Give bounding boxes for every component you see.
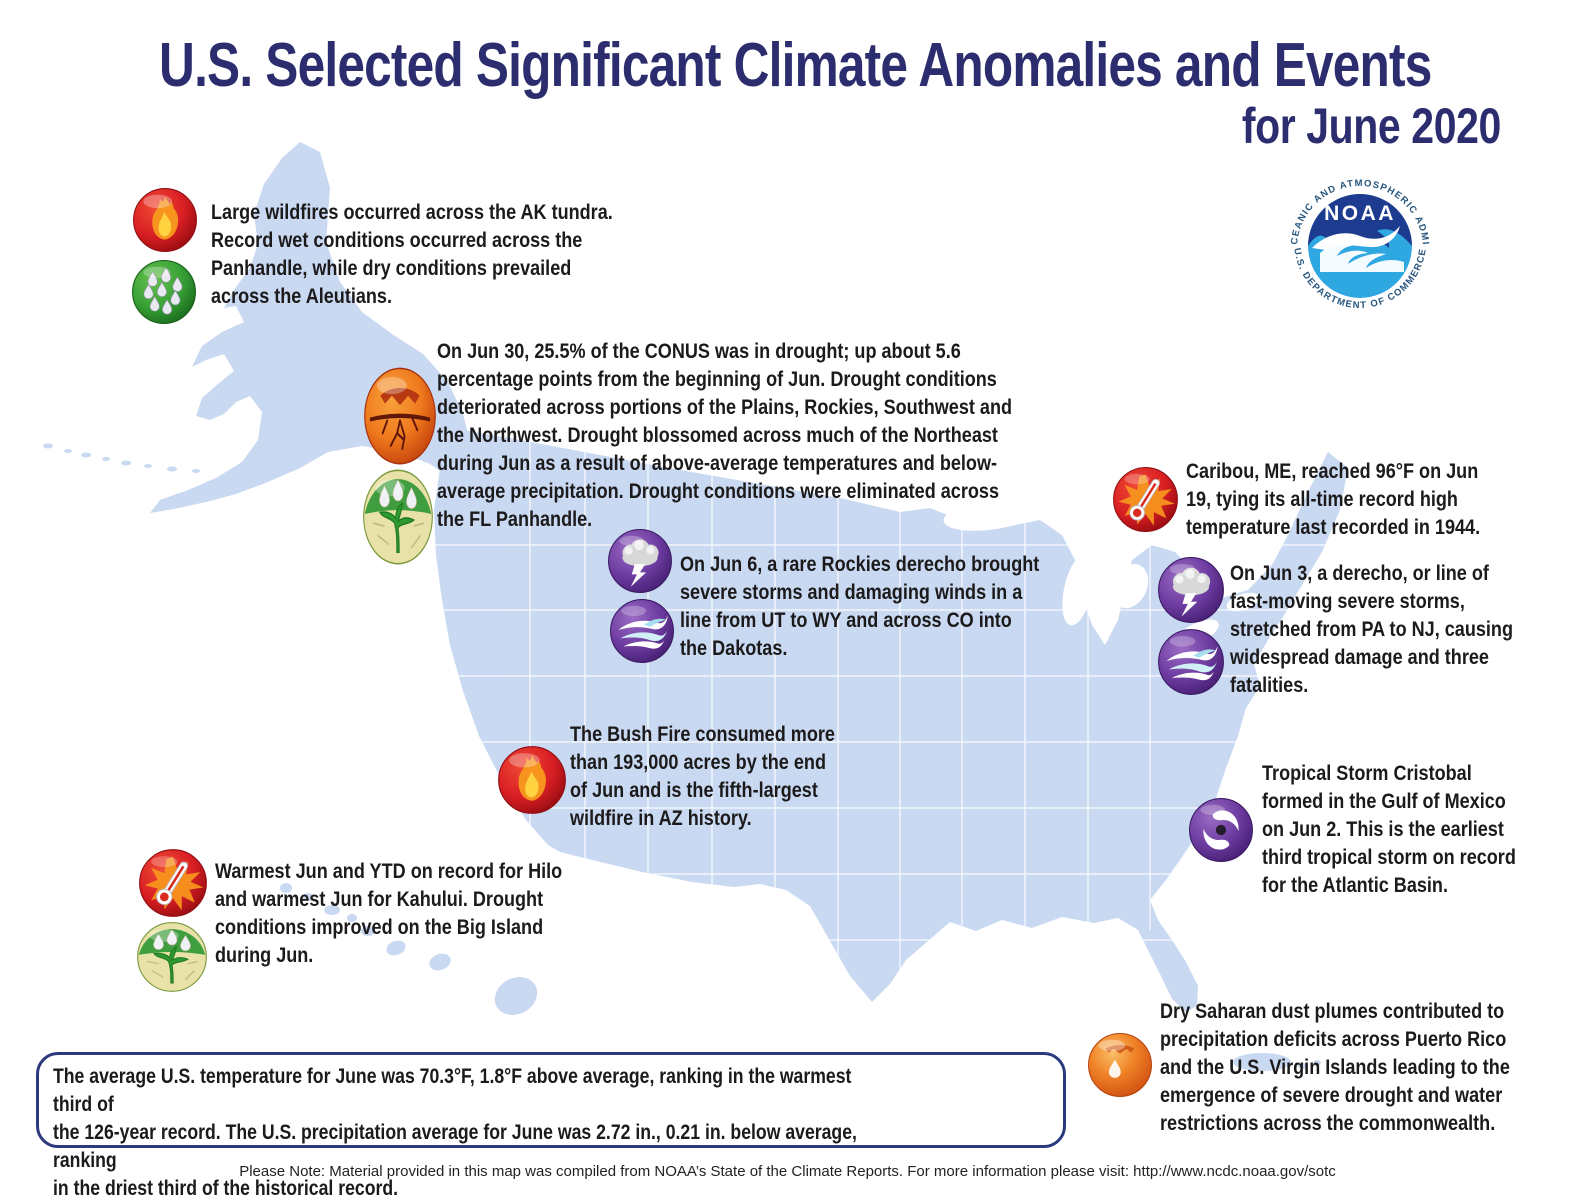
annotation-caribou-heat: Caribou, ME, reached 96°F on Jun 19, tyi… bbox=[1186, 460, 1481, 539]
annotation-bush-fire: The Bush Fire consumed more than 193,000… bbox=[570, 723, 835, 830]
drought-improvement-icon bbox=[362, 468, 434, 566]
record-heat-icon bbox=[138, 848, 208, 918]
great-lakes bbox=[943, 495, 1260, 649]
dry-icon bbox=[1087, 1032, 1153, 1098]
page-title-line1: U.S. Selected Significant Climate Anomal… bbox=[159, 31, 1432, 100]
wildfire-icon bbox=[132, 187, 198, 253]
drought-icon bbox=[363, 366, 437, 466]
annotation-saharan-dust: Dry Saharan dust plumes contributed to p… bbox=[1160, 1000, 1510, 1135]
annotation-hawaii: Warmest Jun and YTD on record for Hilo a… bbox=[215, 860, 563, 967]
page-subtitle: for June 2020 bbox=[1185, 97, 1501, 155]
wind-icon bbox=[1157, 628, 1225, 696]
footer-note: Please Note: Material provided in this m… bbox=[239, 1163, 1336, 1180]
annotation-alaska: Large wildfires occurred across the AK t… bbox=[211, 201, 613, 308]
annotation-rockies-derecho: On Jun 6, a rare Rockies derecho brought… bbox=[680, 553, 1040, 660]
hawaii-islands bbox=[280, 883, 538, 1015]
puerto-rico bbox=[1233, 1053, 1321, 1071]
summary-box: The average U.S. temperature for June wa… bbox=[36, 1052, 1066, 1200]
severe-storm-icon bbox=[607, 528, 673, 594]
logo-noaa-text: NOAA bbox=[1324, 202, 1396, 225]
annotation-cristobal: Tropical Storm Cristobal formed in the G… bbox=[1262, 762, 1516, 897]
summary-text: The average U.S. temperature for June wa… bbox=[53, 1065, 857, 1200]
wind-icon bbox=[609, 598, 675, 664]
tropical-storm-icon bbox=[1188, 797, 1254, 863]
heavy-rain-icon bbox=[131, 259, 197, 325]
page-title: U.S. Selected Significant Climate Anomal… bbox=[0, 30, 1575, 101]
drought-improvement-icon bbox=[136, 921, 208, 993]
severe-storm-icon bbox=[1157, 556, 1225, 624]
annotation-northeast-derecho: On Jun 3, a derecho, or line of fast-mov… bbox=[1230, 562, 1513, 697]
logo-emblem bbox=[1308, 194, 1412, 298]
noaa-logo: NATIONAL OCEANIC AND ATMOSPHERIC ADMINIS… bbox=[1282, 168, 1436, 322]
wildfire-icon bbox=[497, 745, 567, 815]
aleutian-islands bbox=[43, 443, 200, 473]
annotation-conus-drought: On Jun 30, 25.5% of the CONUS was in dro… bbox=[437, 340, 1013, 531]
record-heat-icon bbox=[1112, 466, 1179, 533]
page-subtitle-text: for June 2020 bbox=[1241, 98, 1501, 154]
